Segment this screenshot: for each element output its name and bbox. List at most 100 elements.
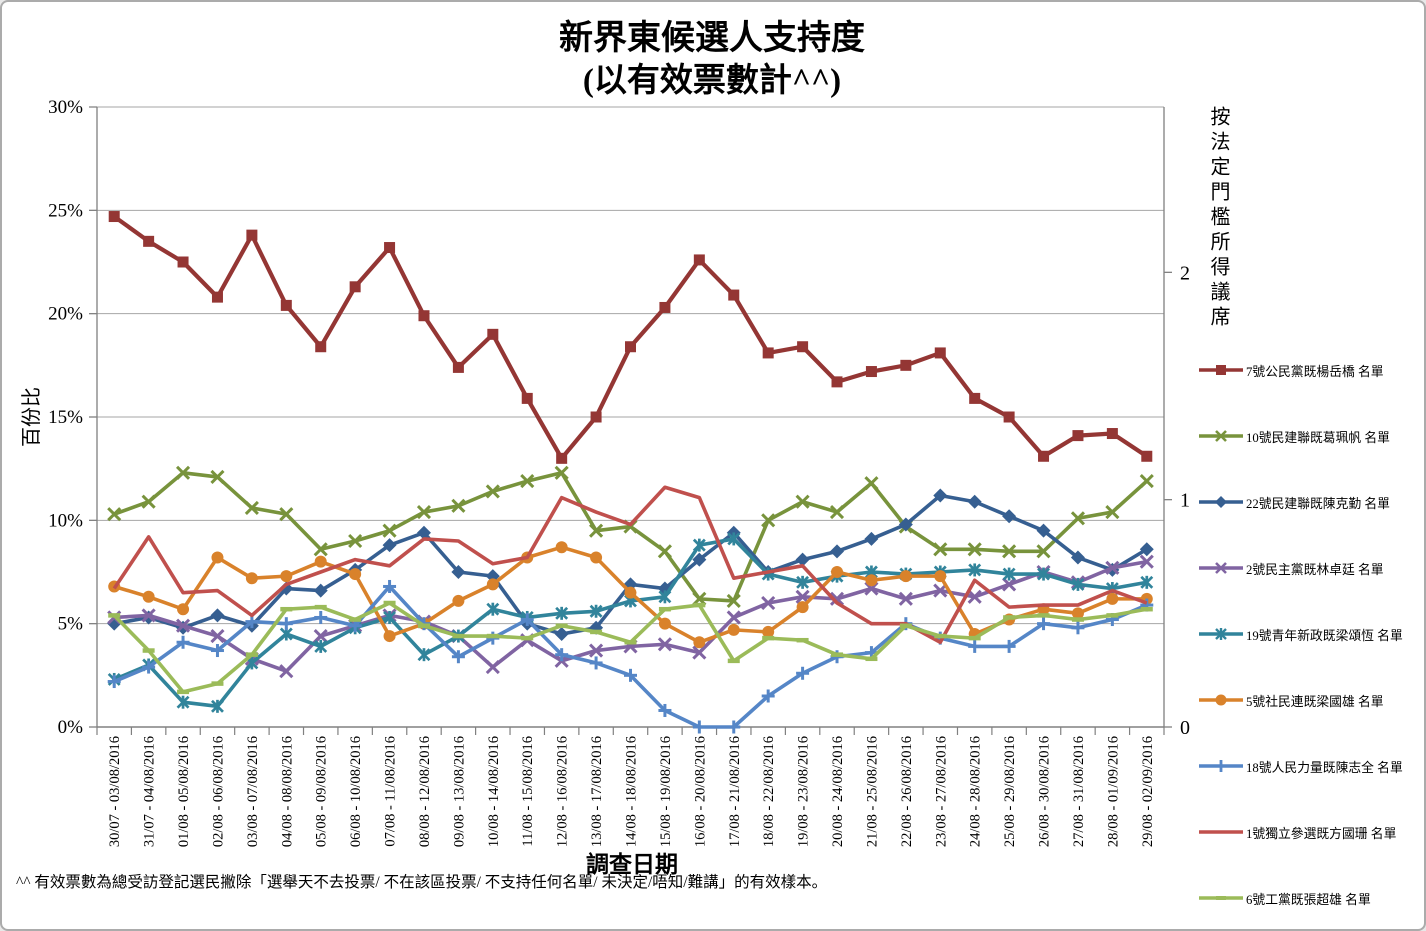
x-tick-label: 05/08 - 09/08/2016 — [314, 736, 330, 847]
series-marker-0 — [934, 347, 946, 359]
y-tick-label: 30% — [48, 97, 83, 118]
series-marker-0 — [246, 229, 258, 241]
y-tick-label: 25% — [48, 200, 83, 221]
series-marker-0 — [280, 299, 292, 311]
x-tick-label: 29/08 - 02/09/2016 — [1140, 736, 1156, 847]
x-tick-label: 20/08 - 24/08/2016 — [830, 736, 846, 847]
series-marker-3 — [1002, 577, 1017, 592]
x-tick-label: 12/08 - 16/08/2016 — [555, 736, 571, 847]
series-marker-1 — [175, 465, 191, 480]
series-marker-1 — [210, 469, 225, 484]
footnote: ^^ 有效票數為總受訪登記選民撇除「選舉天不去投票/ 不在該區投票/ 不支持任何… — [16, 874, 828, 891]
series-marker-0 — [797, 341, 809, 353]
legend-label-2: 22號民建聯既陳克勤 名單 — [1246, 496, 1390, 511]
series-marker-0 — [659, 301, 671, 313]
series-marker-1 — [141, 494, 156, 509]
legend-swatch-3 — [1199, 562, 1243, 574]
y-axis-title: 百份比 — [21, 387, 43, 447]
series-marker-1 — [726, 593, 741, 608]
series-marker-5 — [590, 551, 603, 564]
series-marker-1 — [451, 498, 466, 513]
x-tick-label: 03/08 - 07/08/2016 — [245, 736, 261, 847]
legend-label-3: 2號民主黨既林卓廷 名單 — [1246, 562, 1384, 577]
series-marker-1 — [1105, 505, 1120, 520]
series-marker-5 — [899, 570, 912, 583]
series-marker-5 — [142, 590, 155, 603]
series-marker-2 — [830, 544, 845, 559]
series-marker-1 — [1002, 544, 1017, 559]
series-marker-2 — [451, 565, 466, 579]
series-marker-3 — [175, 618, 191, 633]
x-tick-label: 28/08 - 01/09/2016 — [1105, 736, 1121, 847]
legend-label-1: 10號民建聯既葛珮帆 名單 — [1246, 430, 1390, 445]
series-line-0 — [112, 214, 1148, 461]
legend-item-1: 10號民建聯既葛珮帆 名單 — [1198, 424, 1424, 448]
series-marker-5 — [1071, 607, 1084, 620]
legend-item-8: 6號工黨既張超雄 名單 — [1198, 886, 1424, 910]
series-marker-0 — [762, 347, 774, 359]
series-marker-5 — [762, 625, 775, 638]
series-marker-2 — [1070, 550, 1085, 565]
x-tick-label: 15/08 - 19/08/2016 — [658, 736, 674, 847]
series-line-2 — [113, 493, 1148, 636]
series-marker-1 — [348, 533, 363, 549]
x-tick-label: 26/08 - 30/08/2016 — [1037, 736, 1053, 847]
series-marker-1 — [554, 465, 569, 480]
legend-swatch-2 — [1199, 496, 1243, 508]
legend-marker — [1215, 430, 1227, 442]
series-marker-1 — [382, 523, 397, 538]
x-tick-label: 27/08 - 31/08/2016 — [1071, 736, 1087, 847]
x-tick-label: 17/08 - 21/08/2016 — [727, 736, 743, 847]
series-marker-5 — [658, 617, 671, 630]
series-marker-2 — [933, 488, 948, 503]
x-tick-label: 13/08 - 17/08/2016 — [589, 736, 605, 847]
x-tick-label: 09/08 - 13/08/2016 — [451, 736, 467, 847]
chart-title-line1: 新界東候選人支持度 — [559, 20, 865, 57]
series-marker-3 — [657, 637, 672, 652]
series-marker-1 — [933, 542, 948, 557]
series-marker-2 — [967, 494, 982, 509]
series-marker-2 — [210, 608, 225, 623]
x-tick-label: 10/08 - 14/08/2016 — [486, 736, 502, 847]
series-marker-3 — [726, 610, 741, 625]
series-marker-0 — [728, 289, 740, 301]
series-marker-0 — [177, 256, 189, 268]
series-marker-2 — [313, 583, 328, 598]
x-tick-label: 25/08 - 29/08/2016 — [1002, 736, 1018, 847]
legend-swatch-5 — [1199, 694, 1243, 706]
series-marker-2 — [898, 517, 913, 532]
series-marker-0 — [1072, 430, 1084, 442]
series-marker-1 — [795, 494, 810, 509]
series-marker-5 — [383, 630, 396, 643]
series-marker-0 — [1038, 450, 1050, 462]
series-marker-2 — [1139, 542, 1154, 557]
series-marker-5 — [624, 586, 637, 599]
right-tick-label: 1 — [1180, 490, 1190, 512]
series-marker-1 — [416, 505, 432, 520]
legend-item-4: 19號青年新政既梁頌恆 名單 — [1198, 622, 1424, 646]
series-marker-3 — [589, 643, 604, 658]
series-marker-0 — [349, 281, 361, 293]
x-tick-label: 14/08 - 18/08/2016 — [624, 736, 640, 847]
legend-marker — [1215, 562, 1227, 574]
series-marker-2 — [864, 531, 879, 546]
right-tick-label: 2 — [1180, 262, 1190, 284]
chart-title: 新界東候選人支持度 (以有效票數計^^) — [2, 18, 1422, 102]
y-tick-label: 0% — [58, 717, 84, 738]
series-marker-1 — [279, 507, 294, 522]
series-marker-2 — [692, 552, 707, 567]
series-marker-1 — [107, 507, 122, 522]
series-line-7 — [112, 485, 1148, 645]
series-marker-0 — [693, 254, 705, 266]
legend-label-4: 19號青年新政既梁頌恆 名單 — [1246, 628, 1403, 643]
series-marker-3 — [761, 595, 776, 611]
legend-label-0: 7號公民黨既楊岳橋 名單 — [1246, 364, 1384, 379]
series-marker-3 — [933, 583, 948, 598]
series-marker-5 — [555, 541, 568, 554]
x-tick-label: 16/08 - 20/08/2016 — [692, 736, 708, 847]
series-marker-3 — [829, 591, 845, 606]
series-marker-0 — [384, 242, 396, 254]
x-tick-label: 07/08 - 11/08/2016 — [383, 736, 399, 847]
series-marker-0 — [900, 359, 912, 371]
